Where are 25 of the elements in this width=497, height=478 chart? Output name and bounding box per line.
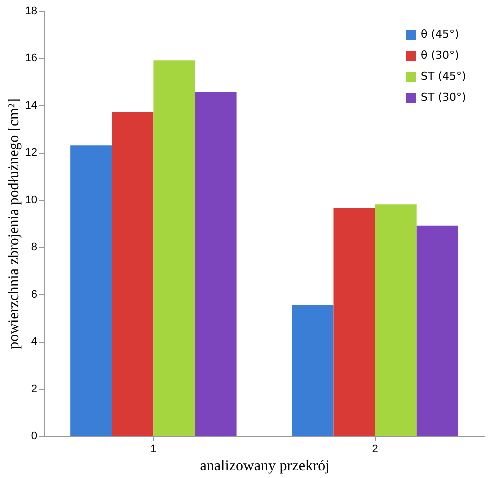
y-tick-label: 12 [25, 147, 38, 160]
y-tick-label: 0 [31, 430, 38, 442]
y-tick-label: 10 [25, 194, 38, 206]
bar [334, 208, 376, 436]
bar [70, 146, 112, 436]
y-tick-label: 18 [25, 6, 38, 18]
y-tick-label: 8 [31, 242, 38, 254]
bar [292, 304, 334, 436]
x-tick-label: 1 [150, 444, 157, 456]
bar [154, 60, 196, 436]
y-tick-label: 14 [25, 100, 38, 112]
bar [195, 92, 237, 436]
legend-label: ST (30°) [421, 91, 466, 104]
legend-label: ST (45°) [421, 70, 466, 83]
legend-label: θ (30°) [421, 49, 460, 62]
y-tick-label: 2 [31, 383, 38, 396]
bar [416, 226, 458, 436]
y-tick-label: 16 [25, 52, 38, 65]
bar [375, 204, 417, 436]
y-tick-label: 6 [31, 288, 38, 301]
y-tick-label: 4 [31, 336, 38, 348]
legend-label: θ (45°) [421, 28, 460, 41]
y-axis-title: powierzchnia zbrojenia podłużnego [cm²] [6, 98, 22, 350]
bar [112, 112, 154, 436]
x-axis-title: analizowany przekrój [200, 458, 330, 474]
